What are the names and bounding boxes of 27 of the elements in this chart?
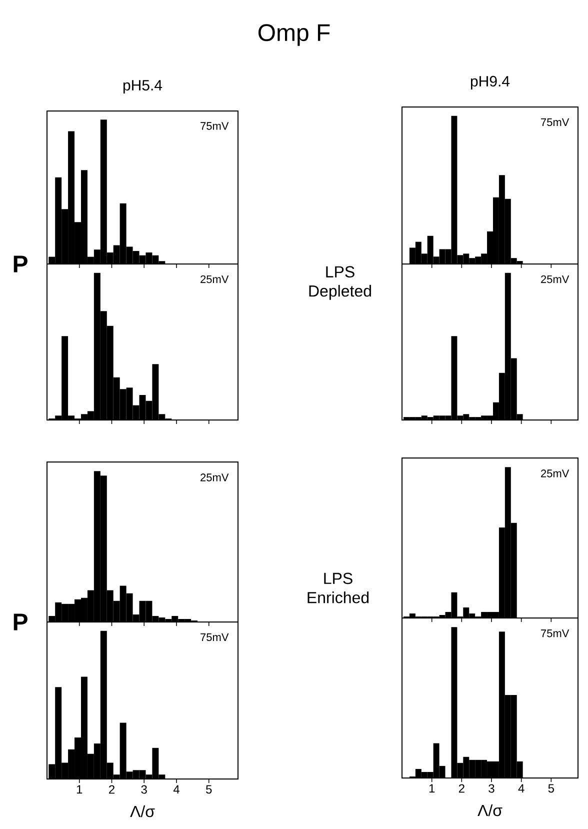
x-tick-label: 3	[488, 784, 494, 793]
annotation: 25mV	[200, 474, 229, 482]
chart-title: pH5.4	[123, 80, 162, 94]
x-tick-label: 4	[173, 785, 180, 794]
x-axis-title: Λ/σ	[478, 804, 502, 816]
text: Omp F	[258, 24, 330, 46]
annotation: 25mV	[541, 470, 570, 478]
chart-title: pH9.4	[470, 76, 510, 90]
annotation: 25mV	[200, 275, 229, 284]
x-tick-label: 3	[141, 785, 147, 794]
x-tick-label: 1	[429, 784, 435, 792]
x-tick-label: 5	[548, 784, 554, 793]
x-tick-label: 1	[76, 785, 82, 794]
x-tick-label: 5	[206, 785, 212, 794]
x-axis-title: Λ/σ	[130, 805, 155, 818]
x-tick-label: 2	[458, 784, 464, 793]
y-axis-title: P	[14, 614, 28, 630]
text: LPS Depleted	[309, 266, 371, 300]
x-tick-label: 2	[109, 785, 114, 794]
annotation: 75mV	[541, 630, 570, 638]
annotation: 75mV	[200, 633, 229, 642]
x-tick-label: 4	[518, 784, 524, 792]
text: LPS Enriched	[308, 572, 369, 604]
annotation: 75mV	[541, 118, 570, 126]
annotation: 25mV	[541, 275, 570, 284]
y-axis-title: P	[14, 256, 28, 272]
annotation: 75mV	[200, 122, 229, 130]
